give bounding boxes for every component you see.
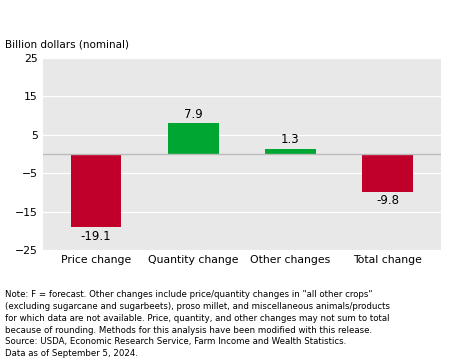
Text: 1.3: 1.3 <box>281 133 300 146</box>
Bar <box>265 149 316 154</box>
Text: 7.9: 7.9 <box>184 108 202 121</box>
Text: Note: F = forecast. Other changes include price/quantity changes in "all other c: Note: F = forecast. Other changes includ… <box>5 290 391 358</box>
Bar <box>71 154 122 228</box>
Text: -19.1: -19.1 <box>81 230 112 243</box>
Text: -9.8: -9.8 <box>376 194 399 207</box>
Bar <box>362 154 413 192</box>
Bar <box>168 123 219 154</box>
Text: Change in U.S. farm cash receipts, 2023–24F, by component of change: Change in U.S. farm cash receipts, 2023–… <box>7 17 450 30</box>
Text: Billion dollars (nominal): Billion dollars (nominal) <box>5 40 129 50</box>
